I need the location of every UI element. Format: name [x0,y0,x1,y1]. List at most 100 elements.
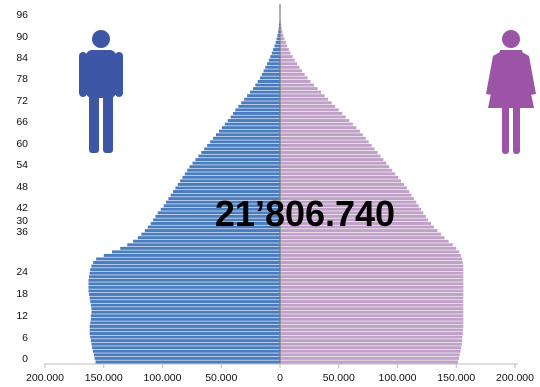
bar-left-age-16 [90,303,280,307]
bar-right-age-89 [280,44,288,48]
bar-right-age-92 [280,33,284,37]
bar-left-age-56 [192,161,280,165]
bar-right-age-27 [280,264,464,268]
bar-right-age-67 [280,122,353,126]
bar-right-age-59 [280,151,378,154]
y-tick-label: 72 [16,95,28,107]
bar-left-age-94 [278,26,280,30]
y-tick-label: 54 [16,159,28,171]
bar-right-age-21 [280,285,464,289]
bar-right-age-16 [280,303,464,307]
bar-left-age-69 [230,115,280,119]
bar-left-age-10 [89,324,281,328]
bar-left-age-80 [260,76,280,80]
bar-right-age-51 [280,179,402,183]
bar-right-age-34 [280,239,449,243]
y-tick-label: 48 [16,181,28,193]
bar-left-age-48 [173,190,280,193]
bar-right-age-82 [280,69,303,73]
y-tick-label: 60 [16,138,28,150]
bar-left-age-88 [273,48,280,51]
bar-right-age-61 [280,143,372,147]
bar-right-age-45 [280,200,417,204]
total-population-label: 21’806.740 [215,193,395,234]
bar-right-age-8 [280,332,463,335]
bar-left-age-12 [90,317,280,321]
bar-left-age-4 [92,346,280,350]
bar-left-age-26 [90,268,280,272]
bar-left-age-31 [111,250,280,254]
x-tick-label: 200.000 [26,372,64,384]
bar-right-age-44 [280,204,419,208]
bar-left-age-6 [90,339,280,343]
bar-right-age-56 [280,161,387,165]
bar-right-age-54 [280,168,393,172]
y-tick-label: 42 [16,202,28,214]
bar-right-age-23 [280,278,464,282]
y-tick-label: 84 [16,52,28,64]
bar-right-age-3 [280,349,461,353]
bar-right-age-91 [280,37,285,41]
bar-right-age-13 [280,314,464,318]
x-tick-label: 200.000 [496,372,534,384]
bar-left-age-37 [144,229,280,233]
bar-left-age-73 [241,101,280,105]
bar-right-age-32 [280,246,457,250]
bar-right-age-80 [280,76,308,80]
bar-left-age-13 [90,314,280,318]
bar-right-age-78 [280,83,315,87]
bar-right-age-14 [280,310,464,314]
bar-right-age-1 [280,356,459,360]
y-tick-label: 30 [16,215,28,227]
bar-left-age-35 [137,236,280,240]
bar-left-age-14 [91,310,280,314]
bar-right-age-50 [280,182,404,186]
bar-left-age-19 [89,293,280,296]
bar-right-age-17 [280,300,464,304]
bar-right-age-81 [280,72,305,76]
bar-right-age-60 [280,147,375,151]
bar-right-age-42 [280,211,424,215]
bar-left-age-42 [157,211,280,215]
female-figure-icon [486,30,536,154]
bar-right-age-35 [280,236,445,240]
y-tick-label: 24 [16,266,28,278]
bar-right-age-65 [280,129,360,133]
bar-right-age-0 [280,360,459,364]
bar-left-age-67 [224,122,280,126]
x-tick-label: 100.000 [144,372,182,384]
bar-right-age-69 [280,115,346,119]
bar-left-age-65 [218,129,280,133]
bar-left-age-52 [182,175,280,179]
x-tick-label: 150.000 [85,372,123,384]
bar-right-age-76 [280,90,322,94]
bar-right-age-72 [280,104,336,108]
bar-left-age-54 [187,168,280,172]
bar-right-age-47 [280,193,412,197]
y-tick-label: 36 [16,226,28,238]
bar-right-age-70 [280,111,343,115]
bar-right-age-30 [280,253,461,257]
bar-right-age-58 [280,154,381,158]
bar-left-age-30 [103,253,280,257]
y-tick-label: 90 [16,31,28,43]
bar-left-age-38 [147,225,280,229]
bar-right-age-12 [280,317,464,321]
bar-left-age-7 [90,335,280,339]
y-tick-label: 0 [22,353,28,365]
bar-left-age-64 [215,133,280,137]
bar-right-age-90 [280,40,286,44]
bar-left-age-24 [89,275,280,279]
bar-left-age-33 [127,243,280,247]
bar-right-age-49 [280,186,407,190]
bar-left-age-11 [90,321,280,325]
bar-left-age-29 [96,257,280,261]
bar-right-age-4 [280,346,462,350]
bar-right-age-79 [280,80,311,83]
bar-left-age-75 [247,94,280,98]
bar-right-age-86 [280,55,293,59]
bar-left-age-87 [271,51,280,55]
bar-right-age-15 [280,307,464,311]
bar-right-age-87 [280,51,291,55]
